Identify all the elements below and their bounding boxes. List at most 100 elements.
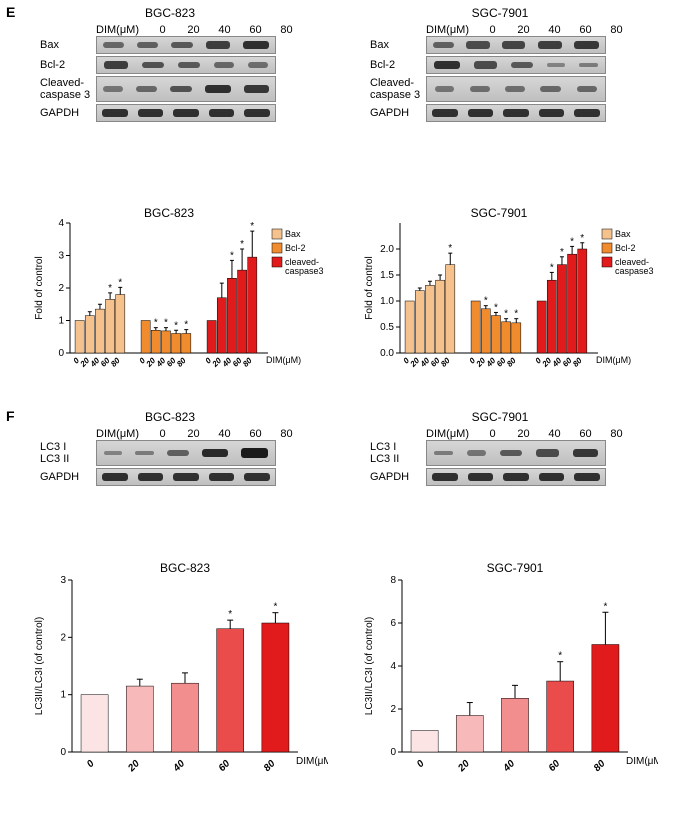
svg-text:Bcl-2: Bcl-2 <box>285 243 306 253</box>
svg-text:80: 80 <box>571 356 584 369</box>
svg-text:*: * <box>504 309 508 320</box>
svg-text:*: * <box>558 651 562 662</box>
svg-text:8: 8 <box>390 575 396 586</box>
blot-strip <box>426 104 606 122</box>
blot-strip <box>96 36 276 54</box>
blot-row-label: LC3 ILC3 II <box>370 441 426 465</box>
svg-text:80: 80 <box>241 356 254 369</box>
chart-f-bgc: BGC-8230123LC3II/LC3I (of control)02040*… <box>28 560 328 800</box>
svg-text:*: * <box>570 236 574 247</box>
blot-row-label: LC3 ILC3 II <box>40 441 96 465</box>
dim-header-e-bgc: DIM(μM) 0 20 40 60 80 <box>96 24 300 36</box>
blot-row-label: Cleaved-caspase 3 <box>40 77 96 101</box>
svg-text:Fold of control: Fold of control <box>364 256 375 319</box>
svg-text:0.5: 0.5 <box>380 322 394 333</box>
svg-text:80: 80 <box>109 356 122 369</box>
svg-text:caspase3: caspase3 <box>615 266 654 276</box>
svg-text:caspase3: caspase3 <box>285 266 324 276</box>
svg-text:*: * <box>603 601 607 612</box>
svg-text:*: * <box>580 233 584 244</box>
blot-row-label: Bcl-2 <box>40 59 96 71</box>
blot-row-label: GAPDH <box>370 107 426 119</box>
svg-text:BGC-823: BGC-823 <box>160 561 210 575</box>
blot-strip <box>426 468 606 486</box>
svg-text:80: 80 <box>262 758 278 774</box>
svg-text:*: * <box>174 320 178 331</box>
svg-text:1.5: 1.5 <box>380 270 394 281</box>
blot-row-label: GAPDH <box>40 471 96 483</box>
blot-e-bgc: BGC-823 DIM(μM) 0 20 40 60 80 Bax Bcl-2 Cl… <box>40 6 300 124</box>
svg-text:1.0: 1.0 <box>380 296 394 307</box>
svg-text:3: 3 <box>58 251 64 262</box>
svg-text:6: 6 <box>390 618 396 629</box>
svg-text:0: 0 <box>85 758 97 770</box>
blot-row-label: GAPDH <box>370 471 426 483</box>
svg-text:80: 80 <box>592 758 608 774</box>
blot-strip <box>96 440 276 466</box>
bgc-title: BGC-823 <box>40 6 300 20</box>
blot-strip <box>96 76 276 102</box>
sgc-title: SGC-7901 <box>370 6 630 20</box>
svg-text:*: * <box>484 296 488 307</box>
svg-text:3: 3 <box>60 575 66 586</box>
blot-row-label: Bcl-2 <box>370 59 426 71</box>
svg-text:80: 80 <box>505 356 518 369</box>
svg-text:SGC-7901: SGC-7901 <box>487 561 544 575</box>
blot-strip <box>426 36 606 54</box>
panel-f-label: F <box>6 408 15 424</box>
dim-header-f-bgc: DIM(μM) 0 20 40 60 80 <box>96 428 300 440</box>
blot-row-label: Bax <box>40 39 96 51</box>
svg-text:BGC-823: BGC-823 <box>144 206 194 220</box>
svg-text:0: 0 <box>60 747 66 758</box>
svg-text:1: 1 <box>60 690 66 701</box>
svg-text:DIM(μM): DIM(μM) <box>266 355 301 365</box>
bgc-title-f: BGC-823 <box>40 410 300 424</box>
panel-e-label: E <box>6 4 15 20</box>
blot-strip <box>96 104 276 122</box>
blot-strip <box>426 56 606 74</box>
svg-text:DIM(μM): DIM(μM) <box>626 756 658 767</box>
svg-text:Bax: Bax <box>615 229 631 239</box>
svg-text:*: * <box>228 609 232 620</box>
svg-text:20: 20 <box>126 758 143 775</box>
svg-text:*: * <box>240 239 244 250</box>
svg-text:*: * <box>550 262 554 273</box>
dim-header-f-sgc: DIM(μM) 0 20 40 60 80 <box>426 428 630 440</box>
svg-text:*: * <box>560 247 564 258</box>
svg-text:0: 0 <box>415 758 427 770</box>
svg-text:2: 2 <box>390 704 396 715</box>
svg-text:4: 4 <box>58 218 64 229</box>
svg-text:80: 80 <box>439 356 452 369</box>
chart-f-sgc: SGC-790102468LC3II/LC3I (of control)0204… <box>358 560 658 800</box>
blot-strip <box>426 76 606 102</box>
dim-header-e-sgc: DIM(μM) 0 20 40 60 80 <box>426 24 630 36</box>
blot-f-sgc: SGC-7901 DIM(μM) 0 20 40 60 80 LC3 ILC3 … <box>370 410 630 488</box>
svg-text:Bax: Bax <box>285 229 301 239</box>
svg-text:*: * <box>230 250 234 261</box>
blot-strip <box>426 440 606 466</box>
svg-text:*: * <box>154 318 158 329</box>
svg-text:40: 40 <box>171 758 188 775</box>
blot-row-label: GAPDH <box>40 107 96 119</box>
svg-text:*: * <box>494 302 498 313</box>
blot-f-bgc: BGC-823 DIM(μM) 0 20 40 60 80 LC3 ILC3 I… <box>40 410 300 488</box>
svg-text:*: * <box>118 277 122 288</box>
svg-text:Bcl-2: Bcl-2 <box>615 243 636 253</box>
svg-text:2: 2 <box>58 283 64 294</box>
blot-row-label: Bax <box>370 39 426 51</box>
svg-text:*: * <box>250 221 254 232</box>
svg-text:0: 0 <box>390 747 396 758</box>
svg-text:20: 20 <box>456 758 473 775</box>
svg-text:*: * <box>184 320 188 331</box>
svg-text:SGC-7901: SGC-7901 <box>471 206 528 220</box>
blot-e-sgc: SGC-7901 DIM(μM) 0 20 40 60 80 BaxBcl-2C… <box>370 6 630 124</box>
svg-text:*: * <box>108 283 112 294</box>
chart-e-bgc: BGC-82301234Fold of control02040*60*800*… <box>28 205 338 395</box>
svg-text:4: 4 <box>390 661 396 672</box>
svg-text:*: * <box>164 318 168 329</box>
svg-text:Fold of control: Fold of control <box>34 256 45 319</box>
svg-text:DIM(μM): DIM(μM) <box>596 355 631 365</box>
svg-text:0.0: 0.0 <box>380 348 394 359</box>
svg-text:80: 80 <box>175 356 188 369</box>
blot-strip <box>96 468 276 486</box>
